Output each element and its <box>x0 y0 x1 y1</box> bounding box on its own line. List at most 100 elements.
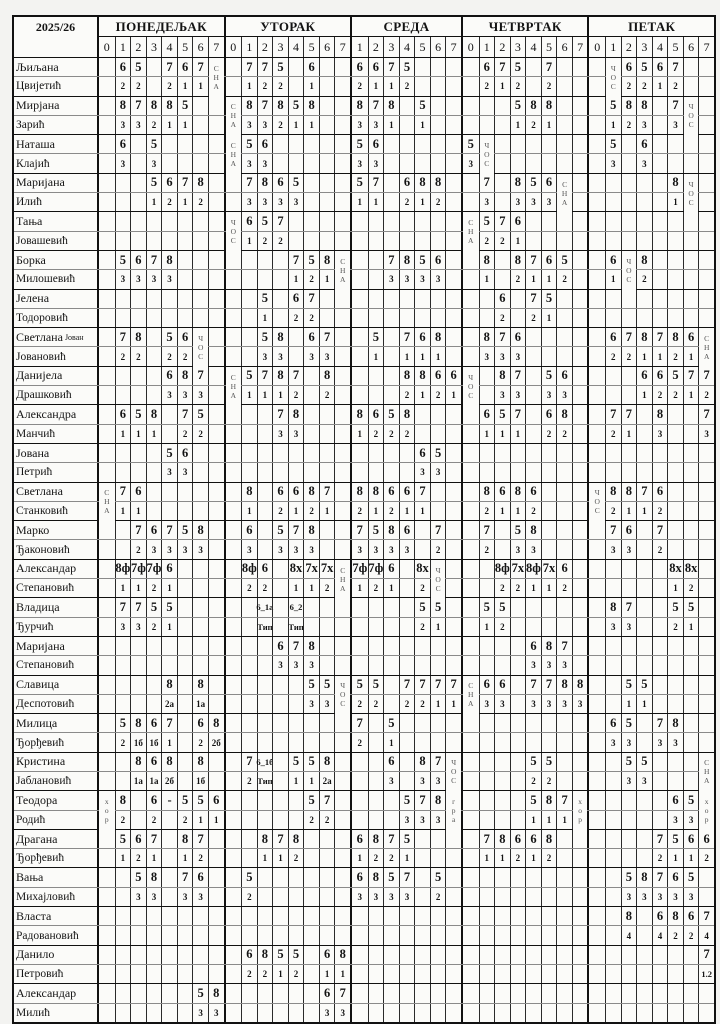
section-cell: 3 <box>318 347 335 366</box>
class-cell: 6 <box>161 366 177 386</box>
empty-cell: . <box>383 386 399 405</box>
empty-cell: . <box>445 964 461 984</box>
class-cell: 5 <box>525 752 541 771</box>
section-cell: 3 <box>540 386 557 405</box>
empty-cell: . <box>114 463 131 482</box>
empty-cell: . <box>698 656 714 675</box>
empty-cell: . <box>445 849 461 868</box>
class-cell: 7 <box>241 173 257 193</box>
section-cell: 2 <box>383 849 399 868</box>
day-sections: . 1 . 1 1 1 . <box>350 347 461 366</box>
empty-cell: . <box>226 483 242 501</box>
class-cell: 8 <box>241 482 257 501</box>
day-classes: . . 8 . 6 8 6 7 <box>587 907 714 926</box>
vertical-note-box: СНА <box>335 250 350 290</box>
empty-cell: . <box>605 887 621 907</box>
empty-cell: . <box>398 752 415 771</box>
section-cell: 3 <box>130 617 146 636</box>
empty-cell: . <box>463 58 479 76</box>
empty-cell: . <box>367 463 384 482</box>
empty-cell: . <box>463 328 479 346</box>
empty-cell: . <box>478 463 495 482</box>
empty-cell: . <box>478 366 495 386</box>
empty-cell: . <box>99 618 115 636</box>
class-cell: 7 <box>192 366 208 386</box>
day-sections: . . 3 . 3 3 . <box>350 771 461 791</box>
empty-cell: . <box>605 559 621 579</box>
empty-cell: . <box>99 232 115 250</box>
class-cell: 8 <box>256 829 273 849</box>
empty-cell: . <box>605 308 621 328</box>
empty-cell: . <box>367 791 384 810</box>
day-classes: . . . . . 6 5 хор <box>587 791 714 830</box>
empty-cell: . <box>334 443 350 463</box>
day-sections: . . . 1 2 2 1 2 <box>587 386 714 405</box>
empty-cell: . <box>287 443 304 463</box>
empty-cell: . <box>114 308 131 328</box>
section-cell: 1 <box>605 115 621 135</box>
day-classes: . 5 . 6 . . . . <box>587 135 714 154</box>
section-cell: 1 <box>494 77 510 96</box>
day-sections: . . . . . 1 . . <box>587 193 714 212</box>
empty-cell: . <box>207 617 224 636</box>
empty-cell: . <box>383 598 399 617</box>
day-classes: 5 5 . 7 7 7 7 <box>350 675 461 694</box>
empty-cell: . <box>429 58 446 77</box>
vertical-note-text: ЧОС <box>435 565 441 593</box>
empty-cell: . <box>463 270 479 288</box>
section-cell: 3 <box>682 810 699 829</box>
class-cell: 8ф <box>494 559 510 579</box>
empty-cell: . <box>414 521 430 540</box>
day-classes: . . . . . . . . <box>223 907 351 926</box>
day-sections: . . . . . . . . <box>97 308 224 328</box>
class-cell: 8 <box>478 328 495 347</box>
empty-cell: . <box>161 424 177 443</box>
section-cell: 3 <box>114 154 131 173</box>
empty-cell: . <box>130 193 146 212</box>
class-cell: - <box>161 791 177 810</box>
section-cell: 2 <box>176 424 193 443</box>
empty-cell: . <box>318 424 335 443</box>
empty-cell: . <box>509 714 526 733</box>
empty-cell: . <box>207 926 224 945</box>
empty-cell: . <box>636 289 652 308</box>
vertical-note-text: ЧОС <box>450 758 457 786</box>
empty-cell: . <box>556 829 572 849</box>
class-cell: 7 <box>334 984 350 1003</box>
empty-cell: . <box>398 907 415 926</box>
day-header: УТОРАК <box>223 17 350 37</box>
class-cell: 6 <box>356 831 363 846</box>
empty-cell: . <box>99 656 115 674</box>
empty-cell: . <box>99 463 115 481</box>
empty-cell: . <box>99 868 115 886</box>
empty-cell: . <box>605 675 621 694</box>
empty-cell: . <box>176 771 193 791</box>
class-cell: 7 <box>287 366 304 386</box>
section-cell: 1 <box>509 424 526 443</box>
class-cell: 8 <box>287 405 304 424</box>
empty-cell: . <box>145 77 162 96</box>
vertical-note: ЧОС <box>192 328 208 367</box>
empty-cell: . <box>207 328 224 347</box>
section-cell: 3 <box>398 540 415 559</box>
empty-cell: . <box>114 231 131 250</box>
section-cell: 1 <box>357 197 363 208</box>
class-cell: 6 <box>651 907 668 926</box>
empty-cell: . <box>241 463 257 482</box>
empty-cell: . <box>667 424 683 443</box>
empty-cell: . <box>478 926 495 945</box>
section-cell: 3 <box>241 193 257 212</box>
empty-cell: . <box>226 695 242 713</box>
empty-cell: . <box>589 290 605 308</box>
empty-cell: . <box>636 521 652 540</box>
class-cell: 7 <box>318 791 335 810</box>
empty-cell: . <box>383 810 399 829</box>
empty-cell: . <box>682 443 699 463</box>
empty-cell: . <box>429 482 446 501</box>
empty-cell: . <box>571 77 588 96</box>
empty-cell: . <box>445 810 461 829</box>
teacher-last-name: Родић <box>16 813 46 826</box>
empty-cell: . <box>509 463 526 482</box>
section-cell: 2 <box>145 579 162 598</box>
empty-cell: . <box>367 656 384 675</box>
